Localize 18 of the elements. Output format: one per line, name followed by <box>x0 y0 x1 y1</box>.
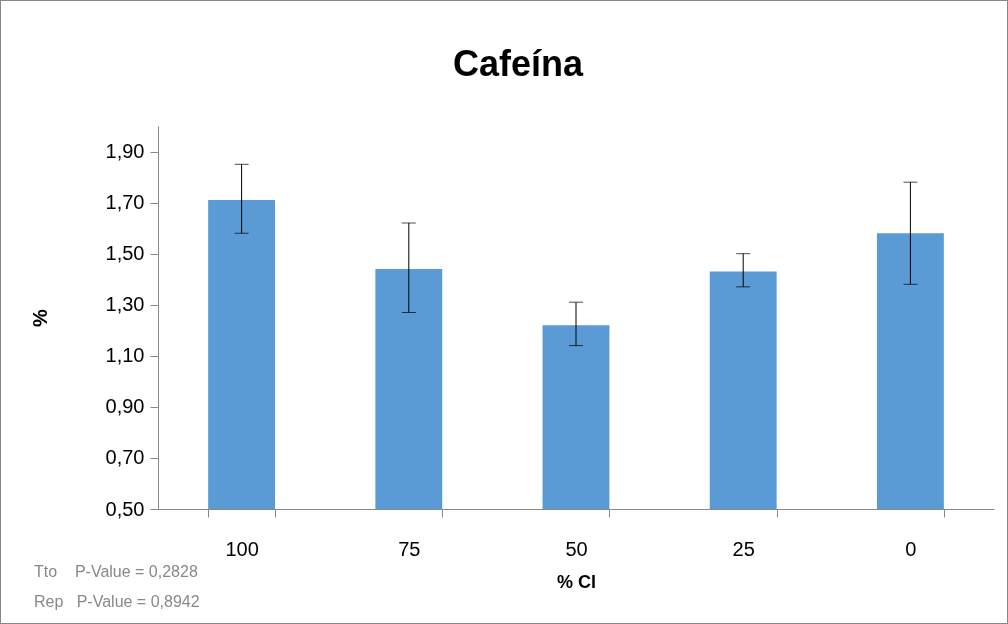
y-axis-title: % <box>28 308 51 327</box>
x-tick-label: 0 <box>905 537 917 560</box>
y-tick-label: 1,90 <box>105 140 145 163</box>
text: Rep P-Value = 0,8942 <box>34 593 200 611</box>
x-tick-label: 50 <box>565 537 588 560</box>
x-axis-title: % Cl <box>556 571 597 592</box>
y-tick-label: 0,70 <box>105 446 145 469</box>
text: Tto P-Value = 0,2828 <box>34 563 198 581</box>
y-tick-label: 0,90 <box>105 395 145 418</box>
y-tick-label: 0,50 <box>105 497 145 520</box>
chart-title: Cafeína <box>452 43 584 84</box>
y-tick-label: 1,10 <box>105 344 145 367</box>
y-tick-label: 1,70 <box>105 191 145 214</box>
y-tick-label: 1,30 <box>105 293 145 316</box>
y-tick-label: 1,50 <box>105 242 145 265</box>
x-tick-label: 75 <box>398 537 421 560</box>
x-tick-label: 100 <box>225 537 259 560</box>
x-tick-label: 25 <box>732 537 755 560</box>
